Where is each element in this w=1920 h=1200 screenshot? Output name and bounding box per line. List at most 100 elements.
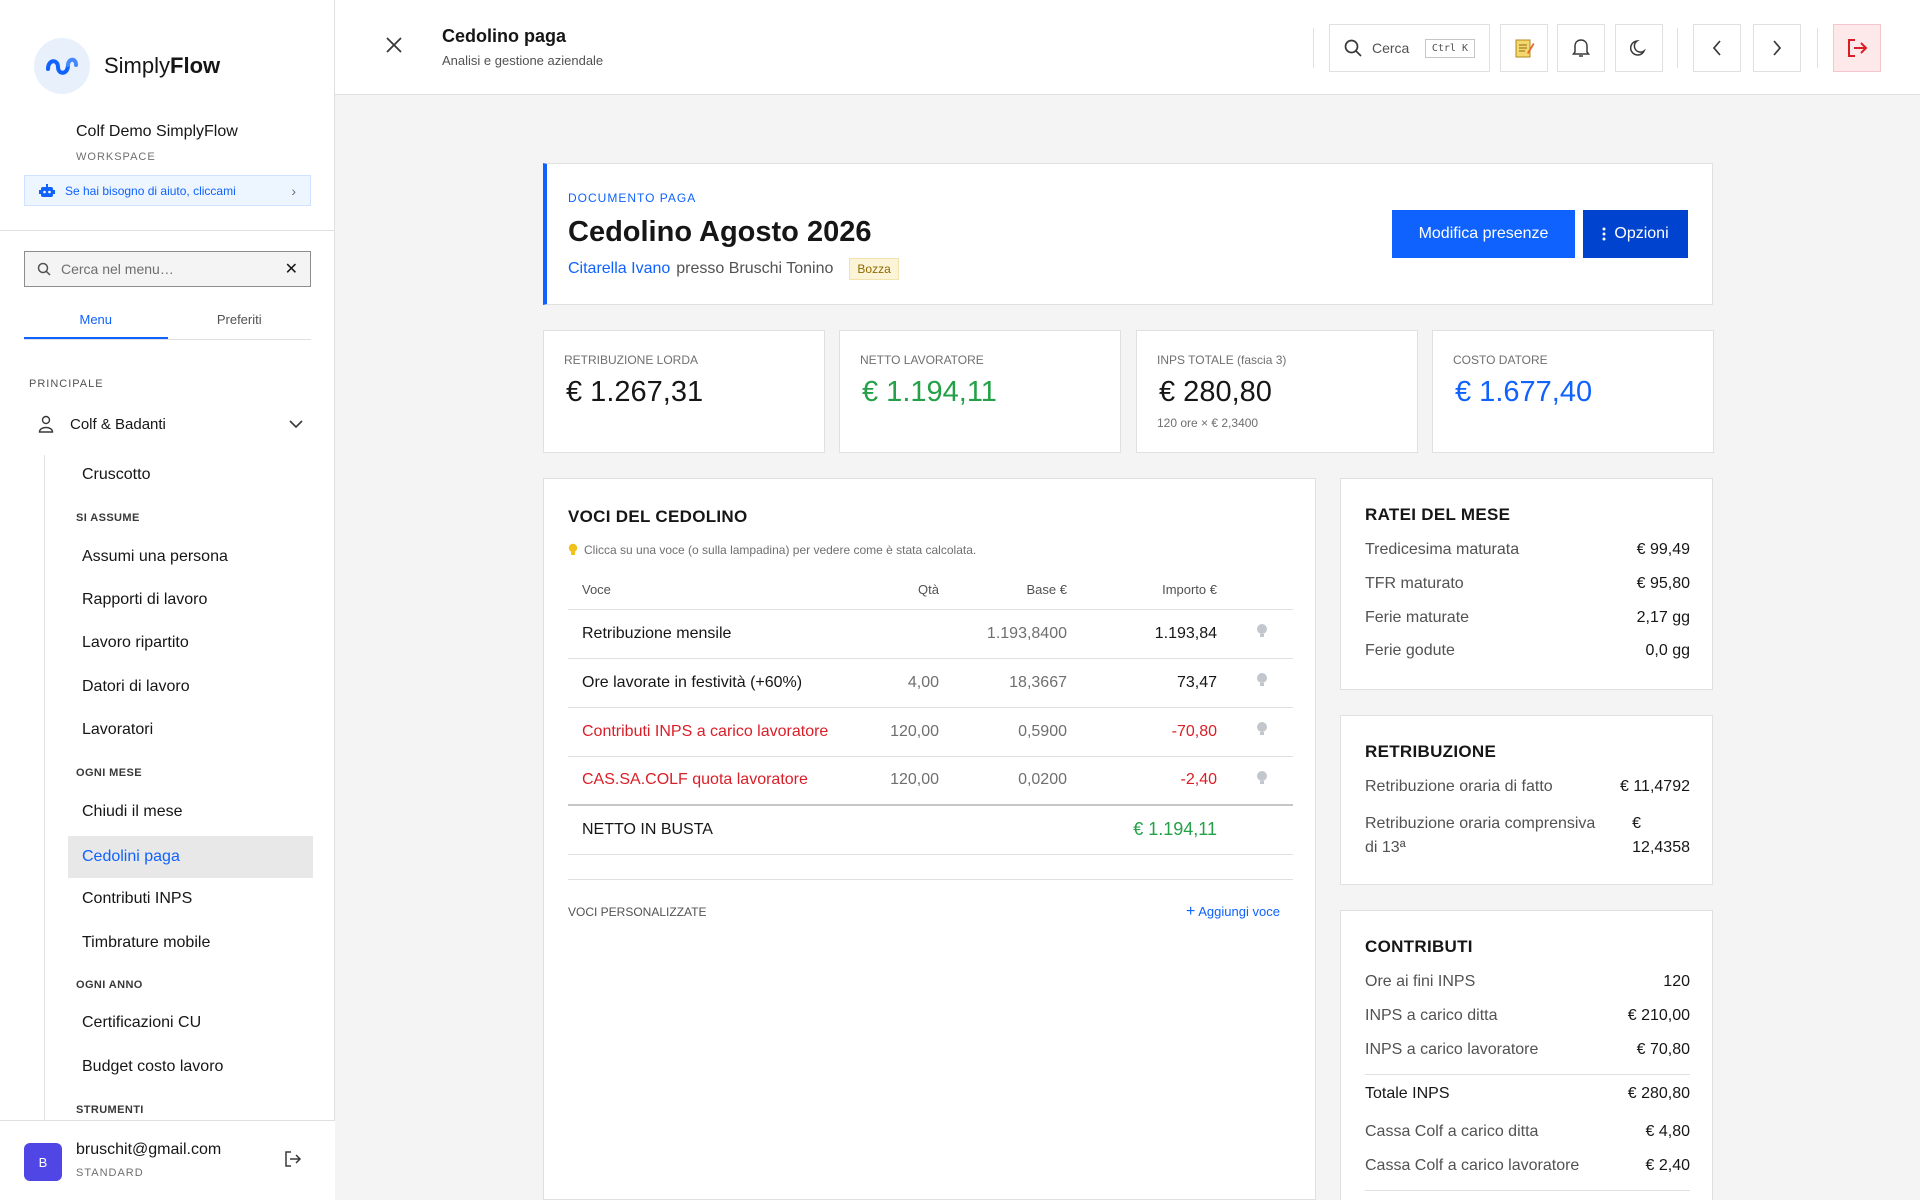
kv-value: € 70,80: [1636, 1041, 1690, 1058]
kv-key: Cassa Colf a carico ditta: [1365, 1123, 1539, 1140]
document-label: DOCUMENTO PAGA: [568, 191, 697, 205]
kv-row: Retribuzione oraria di fatto € 11,4792: [1365, 778, 1690, 796]
edit-attendance-button[interactable]: Modifica presenze: [1392, 210, 1575, 258]
voce-importo: 73,47: [1081, 658, 1231, 708]
menu-item-rapporti[interactable]: Rapporti di lavoro: [82, 591, 208, 608]
kv-row: INPS a carico ditta € 210,00: [1365, 1007, 1690, 1025]
kv-key: Tredicesima maturata: [1365, 541, 1520, 558]
kebab-icon: [1602, 227, 1606, 241]
lightbulb-icon[interactable]: [1231, 707, 1293, 757]
divider: [1677, 28, 1678, 68]
voce-name: Retribuzione mensile: [568, 609, 868, 659]
kv-value-line: 12,4358: [1632, 839, 1690, 856]
kv-value: € 95,80: [1636, 575, 1690, 592]
kv-value: 0,0 gg: [1645, 642, 1690, 659]
menu-item-budget[interactable]: Budget costo lavoro: [82, 1058, 224, 1075]
section-label-principale: PRINCIPALE: [29, 378, 104, 390]
options-button[interactable]: Opzioni: [1583, 210, 1688, 258]
brand[interactable]: SimplyFlow: [34, 38, 220, 94]
kv-row: Tredicesima maturata € 99,49: [1365, 541, 1690, 559]
workspace-name[interactable]: Colf Demo SimplyFlow: [76, 123, 238, 140]
exit-button[interactable]: [1833, 24, 1881, 72]
kv-row: Cassa Colf a carico lavoratore € 2,40: [1365, 1157, 1690, 1175]
global-search-button[interactable]: Cerca Ctrl K: [1329, 24, 1490, 72]
menu-item-cedolini[interactable]: Cedolini paga: [68, 836, 313, 878]
menu-item-assumi[interactable]: Assumi una persona: [82, 548, 228, 565]
menu-item-chiudi-mese[interactable]: Chiudi il mese: [82, 803, 183, 820]
kv-row: Ore ai fini INPS 120: [1365, 973, 1690, 991]
add-voce-label: Aggiungi voce: [1198, 904, 1280, 919]
menu-item-cu[interactable]: Certificazioni CU: [82, 1014, 202, 1031]
custom-voci-label: VOCI PERSONALIZZATE: [568, 905, 707, 919]
kv-value-line: €: [1632, 815, 1642, 832]
kv-value: € 2,40: [1645, 1157, 1690, 1174]
menu-item-timbrature[interactable]: Timbrature mobile: [82, 934, 211, 951]
kv-value: € 11,4792: [1620, 778, 1690, 795]
kv-key: TFR maturato: [1365, 575, 1464, 592]
divider: [1365, 1190, 1690, 1191]
column-header: Importo €: [1081, 570, 1231, 610]
theme-toggle-button[interactable]: [1615, 24, 1663, 72]
lightbulb-icon[interactable]: [1231, 658, 1293, 708]
divider: [0, 230, 335, 231]
logout-icon[interactable]: [284, 1151, 302, 1167]
kv-key-line: di 13ª: [1365, 839, 1406, 856]
close-icon[interactable]: [385, 36, 403, 54]
kv-key: Ferie godute: [1365, 642, 1455, 659]
kpi-label: NETTO LAVORATORE: [860, 353, 984, 367]
section-label-si-assume: SI ASSUME: [76, 512, 140, 524]
lightbulb-icon[interactable]: [1231, 756, 1293, 806]
menu-search-input[interactable]: [61, 261, 275, 277]
voce-importo: -70,80: [1081, 707, 1231, 757]
empty-cell: [868, 804, 953, 855]
menu-item-contributi[interactable]: Contributi INPS: [82, 890, 193, 907]
menu-tabs: Menu Preferiti: [24, 306, 311, 340]
add-voce-button[interactable]: + Aggiungi voce: [1186, 903, 1280, 921]
kv-key: INPS a carico ditta: [1365, 1007, 1498, 1024]
menu-item-lavoratori[interactable]: Lavoratori: [82, 721, 154, 738]
chevron-down-icon: [289, 419, 303, 428]
voce-base: 0,5900: [953, 707, 1081, 757]
hint-text: Clicca su una voce (o sulla lampadina) p…: [584, 543, 977, 557]
total-row: NETTO IN BUSTA € 1.194,11: [568, 804, 1293, 855]
table-row[interactable]: Ore lavorate in festività (+60%) 4,00 18…: [568, 658, 1293, 708]
brand-name-bold: Flow: [170, 53, 221, 78]
voce-qta: 4,00: [868, 658, 953, 708]
lightbulb-icon[interactable]: [1231, 609, 1293, 659]
kv-value: €12,4358: [1632, 812, 1690, 860]
next-button[interactable]: [1753, 24, 1801, 72]
clear-icon[interactable]: ✕: [284, 261, 298, 278]
voci-table: Voce Qtà Base € Importo € Retribuzione m…: [568, 570, 1293, 855]
avatar[interactable]: B: [24, 1143, 62, 1181]
notifications-button[interactable]: [1557, 24, 1605, 72]
section-label-strumenti: STRUMENTI: [76, 1104, 144, 1116]
document-header-card: DOCUMENTO PAGA Cedolino Agosto 2026 Cita…: [543, 163, 1713, 305]
options-label: Opzioni: [1614, 225, 1669, 242]
menu-item-cruscotto[interactable]: Cruscotto: [82, 466, 151, 483]
voce-importo: 1.193,84: [1081, 609, 1231, 659]
card-title: RETRIBUZIONE: [1365, 742, 1497, 761]
robot-icon: [39, 183, 55, 197]
table-row[interactable]: Retribuzione mensile 1.193,8400 1.193,84: [568, 609, 1293, 659]
column-header-empty: [1231, 570, 1293, 610]
kpi-note: 120 ore × € 2,3400: [1157, 416, 1259, 430]
table-row[interactable]: Contributi INPS a carico lavoratore 120,…: [568, 707, 1293, 757]
table-row[interactable]: CAS.SA.COLF quota lavoratore 120,00 0,02…: [568, 756, 1293, 806]
menu-item-datori[interactable]: Datori di lavoro: [82, 678, 190, 695]
tab-preferiti[interactable]: Preferiti: [216, 312, 262, 327]
table-header-row: Voce Qtà Base € Importo €: [568, 570, 1293, 610]
help-button[interactable]: Se hai bisogno di aiuto, cliccami ›: [24, 175, 311, 206]
kv-key: Retribuzione oraria comprensiva di 13ª: [1365, 812, 1595, 860]
card-title: CONTRIBUTI: [1365, 937, 1473, 956]
notes-button[interactable]: [1500, 24, 1548, 72]
kpi-card: INPS TOTALE (fascia 3) € 280,80 120 ore …: [1136, 330, 1418, 453]
menu-item-lavoro-ripartito[interactable]: Lavoro ripartito: [82, 634, 189, 651]
divider: [568, 879, 1293, 880]
previous-button[interactable]: [1693, 24, 1741, 72]
worker-link[interactable]: Citarella Ivano: [568, 260, 671, 277]
group-colf-badanti[interactable]: Colf & Badanti: [24, 406, 311, 442]
workspace-label: WORKSPACE: [76, 151, 156, 163]
group-label: Colf & Badanti: [70, 415, 166, 433]
brand-name: SimplyFlow: [104, 53, 220, 79]
tab-menu[interactable]: Menu: [24, 306, 168, 339]
